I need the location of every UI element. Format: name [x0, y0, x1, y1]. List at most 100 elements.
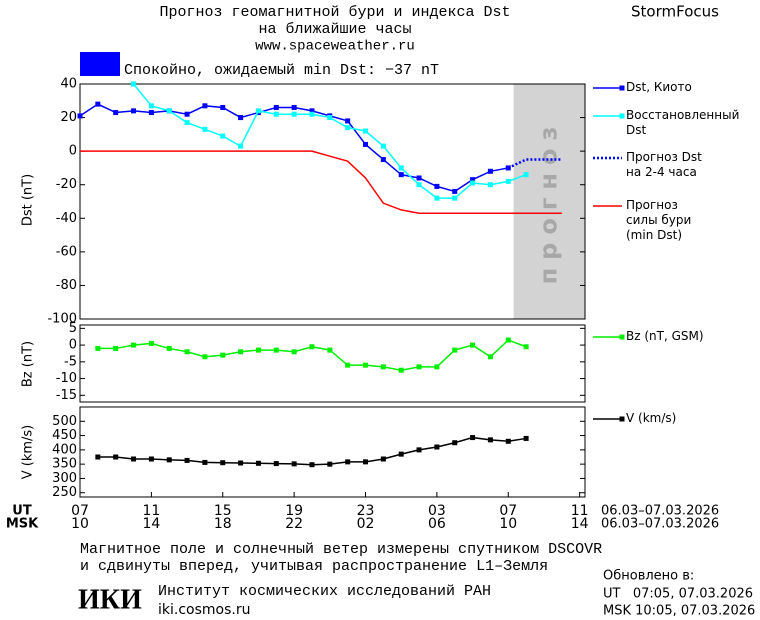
- point: [470, 435, 476, 441]
- point: [416, 447, 422, 453]
- y-tick-label: 0: [69, 338, 77, 353]
- point: [238, 115, 244, 121]
- logo: ИКИ: [78, 584, 142, 615]
- y-tick-label: 20: [60, 110, 77, 125]
- y-tick-label: 5: [69, 321, 77, 336]
- plot-frame: [79, 324, 586, 403]
- y-tick-label: -100: [47, 312, 77, 327]
- y-tick-label: 250: [52, 485, 77, 500]
- point: [291, 111, 297, 117]
- point: [309, 108, 315, 114]
- point: [77, 113, 83, 119]
- y-axis-label: Bz (nT): [21, 341, 36, 387]
- point: [220, 105, 226, 110]
- point: [273, 105, 279, 110]
- point: [380, 456, 386, 462]
- y-tick-label: -10: [56, 371, 77, 386]
- plot-frame: [79, 83, 586, 320]
- y-tick-label: 400: [52, 442, 77, 457]
- point: [398, 451, 404, 457]
- y-tick-label: 450: [52, 428, 77, 443]
- x-tick-label-msk: 02: [357, 516, 375, 532]
- point: [220, 352, 226, 358]
- point: [220, 460, 226, 466]
- point: [273, 111, 279, 117]
- series-line: [80, 150, 562, 214]
- forecast-label: прогноз: [534, 119, 562, 285]
- point: [202, 354, 208, 360]
- point: [291, 461, 297, 467]
- x-tick-label-msk: 18: [214, 516, 232, 532]
- y-tick-label: 300: [52, 471, 77, 486]
- y-axis-label: V (km/s): [21, 425, 36, 480]
- legend-label: Прогноз Dst на 2-4 часа: [626, 150, 702, 179]
- point: [148, 456, 154, 462]
- point: [238, 460, 244, 466]
- x-row-label: MSK: [6, 517, 39, 532]
- institute: Институт космических исследований РАН: [158, 583, 491, 600]
- point: [523, 172, 529, 178]
- x-tick-label: 11: [142, 503, 160, 519]
- point: [398, 165, 404, 171]
- x-tick-label-msk: 14: [142, 516, 160, 532]
- legend-label: Восстановленный Dst: [626, 108, 740, 137]
- y-tick-label: -20: [56, 177, 77, 192]
- point: [487, 354, 493, 360]
- point: [95, 345, 101, 351]
- point: [202, 126, 208, 132]
- point: [470, 342, 476, 348]
- point: [327, 347, 333, 353]
- point: [131, 342, 137, 348]
- y-tick-label: 40: [60, 77, 77, 92]
- point: [148, 103, 154, 109]
- legend-label: Dst, Киото: [626, 80, 692, 94]
- point: [434, 364, 440, 370]
- note: Магнитное поле и солнечный ветер измерен…: [80, 541, 602, 558]
- point: [220, 133, 226, 139]
- point: [95, 101, 101, 107]
- point: [487, 168, 493, 174]
- point: [166, 345, 172, 351]
- legend-marker: [619, 416, 625, 422]
- point: [487, 437, 493, 443]
- legend-marker: [619, 85, 625, 91]
- y-tick-label: 0: [69, 144, 77, 159]
- updated-msk: MSK 10:05, 07.03.2026: [603, 604, 755, 619]
- y-tick-label: -15: [56, 388, 77, 403]
- x-row-label: UT: [12, 504, 32, 519]
- legend-label: V (km/s): [626, 411, 677, 425]
- point: [523, 435, 529, 441]
- legend-label: Bz (nT, GSM): [626, 329, 704, 343]
- point: [452, 347, 458, 353]
- point: [452, 440, 458, 446]
- point: [416, 175, 422, 181]
- point: [166, 108, 172, 114]
- point: [131, 456, 137, 462]
- point: [113, 454, 119, 460]
- note: и сдвинуты вперед, учитывая распростране…: [80, 558, 548, 575]
- y-tick-label: -40: [56, 211, 77, 226]
- legend-marker: [619, 334, 625, 340]
- point: [380, 143, 386, 149]
- x-tick-label: 11: [571, 503, 589, 519]
- y-axis-label: Dst (nT): [21, 174, 36, 226]
- point: [148, 340, 154, 346]
- point: [345, 459, 351, 465]
- point: [255, 460, 261, 466]
- date-range: 06.03–07.03.2026: [601, 517, 719, 532]
- point: [345, 118, 351, 124]
- x-tick-label: 07: [499, 503, 517, 519]
- point: [345, 362, 351, 368]
- point: [273, 461, 279, 467]
- x-tick-label-msk: 22: [285, 516, 303, 532]
- point: [184, 349, 190, 355]
- point: [184, 111, 190, 117]
- date-range: 06.03–07.03.2026: [601, 504, 719, 519]
- point: [380, 157, 386, 163]
- point: [309, 344, 315, 350]
- point: [363, 362, 369, 368]
- series-line: [132, 84, 527, 199]
- point: [523, 344, 529, 350]
- status: Спокойно, ожидаемый min Dst: −37 nT: [124, 62, 439, 79]
